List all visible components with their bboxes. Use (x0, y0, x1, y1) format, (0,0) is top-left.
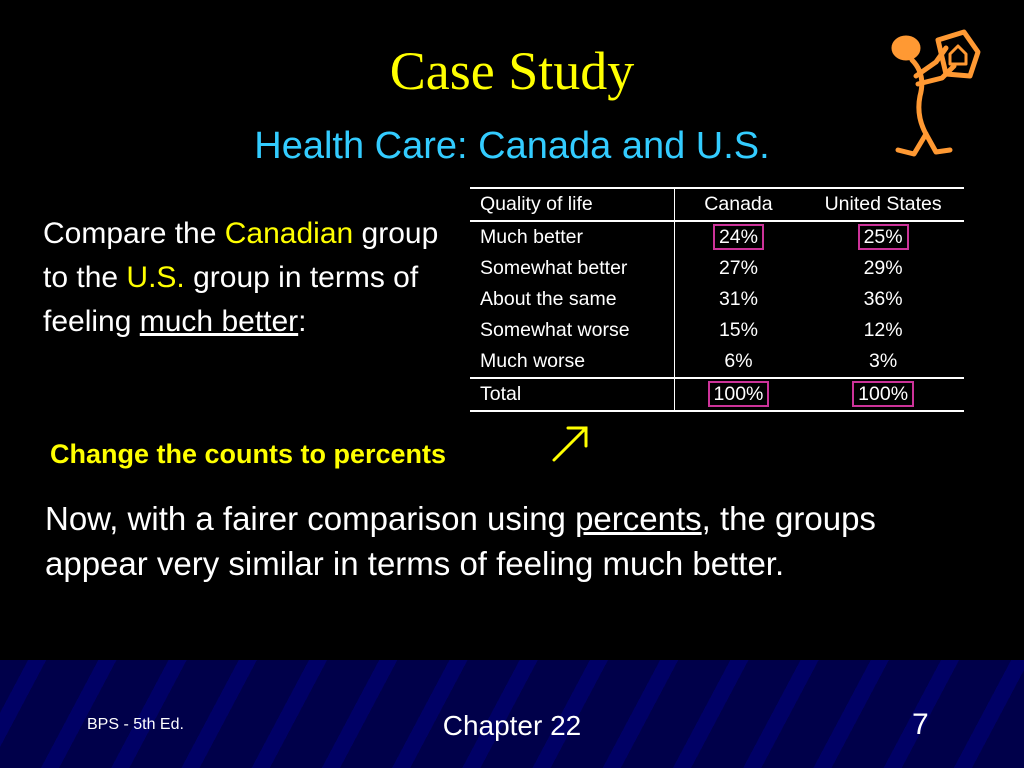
compare-text: : (298, 305, 307, 338)
canada-value: 15% (718, 319, 758, 341)
row-label: Somewhat better (470, 253, 675, 284)
canada-value: 27% (718, 257, 758, 279)
compare-text: group in terms of feeling (43, 261, 419, 338)
quality-of-life-table: Quality of life Canada United States Muc… (470, 187, 964, 412)
footer-page-number: 7 (912, 708, 929, 741)
table-header-row: Quality of life Canada United States (470, 188, 964, 221)
much-better-underlined: much better (139, 305, 299, 338)
arrow-icon (552, 426, 588, 462)
canada-value: 6% (724, 350, 753, 372)
canada-much-better-value: 24% (712, 224, 764, 250)
us-much-better-value: 25% (857, 224, 909, 250)
canada-value: 31% (718, 288, 758, 310)
table-row: Somewhat worse 15% 12% (470, 315, 964, 346)
row-label: About the same (470, 284, 675, 315)
row-label: Much worse (470, 346, 675, 378)
conclusion-text: Now, with a fairer comparison using (45, 500, 576, 537)
compare-paragraph: Compare the Canadian group to the U.S. g… (43, 212, 453, 344)
compare-text: Compare the (43, 217, 225, 250)
conclusion-text: , the groups appear very similar in term… (45, 500, 876, 582)
us-value: 12% (863, 319, 903, 341)
header-united-states: United States (824, 193, 942, 215)
row-label: Much better (470, 221, 675, 253)
row-label: Somewhat worse (470, 315, 675, 346)
header-canada: Canada (704, 193, 773, 215)
total-label: Total (470, 378, 675, 411)
table-row: About the same 31% 36% (470, 284, 964, 315)
us-value: 3% (869, 350, 898, 372)
person-holding-sign-icon (891, 29, 981, 157)
table-row: Somewhat better 27% 29% (470, 253, 964, 284)
footer-book-label: BPS - 5th Ed. (87, 716, 184, 733)
compare-text: group to the (43, 217, 439, 294)
us-value: 36% (863, 288, 903, 310)
table-row: Much worse 6% 3% (470, 346, 964, 378)
canadian-highlight: Canadian (224, 217, 354, 250)
conclusion-paragraph: Now, with a fairer comparison using perc… (45, 496, 945, 586)
percents-underlined: percents (575, 500, 702, 537)
table-total-row: Total 100% 100% (470, 378, 964, 411)
change-counts-note: Change the counts to percents (50, 439, 447, 469)
header-quality-of-life: Quality of life (470, 188, 675, 221)
slide-subtitle: Health Care: Canada and U.S. (254, 125, 770, 167)
footer-chapter: Chapter 22 (442, 710, 582, 741)
canada-total-value: 100% (707, 381, 770, 407)
us-total-value: 100% (852, 381, 915, 407)
table-row: Much better 24% 25% (470, 221, 964, 253)
us-highlight: U.S. (126, 261, 185, 294)
us-value: 29% (863, 257, 903, 279)
footer-band (0, 660, 1024, 768)
slide-title: Case Study (389, 41, 635, 101)
